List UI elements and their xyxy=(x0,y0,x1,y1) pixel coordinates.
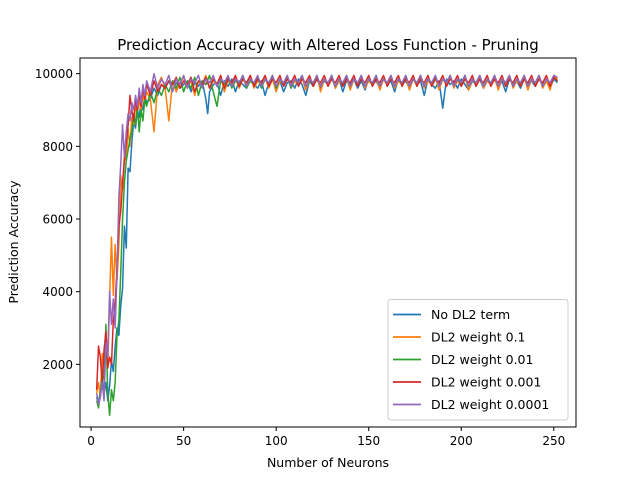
y-tick-label: 2000 xyxy=(42,358,73,372)
x-tick-label: 100 xyxy=(265,434,288,448)
y-tick-label: 10000 xyxy=(35,67,73,81)
x-tick-label: 50 xyxy=(176,434,191,448)
x-axis: 0 50 100 150 200 250 xyxy=(87,427,565,448)
x-tick-label: 200 xyxy=(450,434,473,448)
x-tick-label: 0 xyxy=(87,434,95,448)
plot-area xyxy=(95,72,559,416)
y-axis-label: Prediction Accuracy xyxy=(6,180,21,304)
x-tick-label: 150 xyxy=(357,434,380,448)
legend-label: DL2 weight 0.0001 xyxy=(431,397,549,412)
legend-label: No DL2 term xyxy=(431,307,510,322)
legend-label: DL2 weight 0.001 xyxy=(431,375,541,390)
legend-label: DL2 weight 0.1 xyxy=(431,330,526,345)
y-tick-label: 4000 xyxy=(42,285,73,299)
legend-label: DL2 weight 0.01 xyxy=(431,352,533,367)
plot-frame xyxy=(79,57,577,428)
series-line-5 xyxy=(95,72,558,406)
x-axis-label: Number of Neurons xyxy=(267,455,389,470)
y-axis: 2000 4000 6000 8000 10000 xyxy=(35,67,80,372)
y-tick-label: 6000 xyxy=(42,212,73,226)
x-tick-label: 250 xyxy=(542,434,565,448)
y-tick-label: 8000 xyxy=(42,140,73,154)
chart-title: Prediction Accuracy with Altered Loss Fu… xyxy=(117,36,539,54)
legend: No DL2 term DL2 weight 0.1 DL2 weight 0.01… xyxy=(387,299,569,421)
legend-box xyxy=(387,299,569,421)
